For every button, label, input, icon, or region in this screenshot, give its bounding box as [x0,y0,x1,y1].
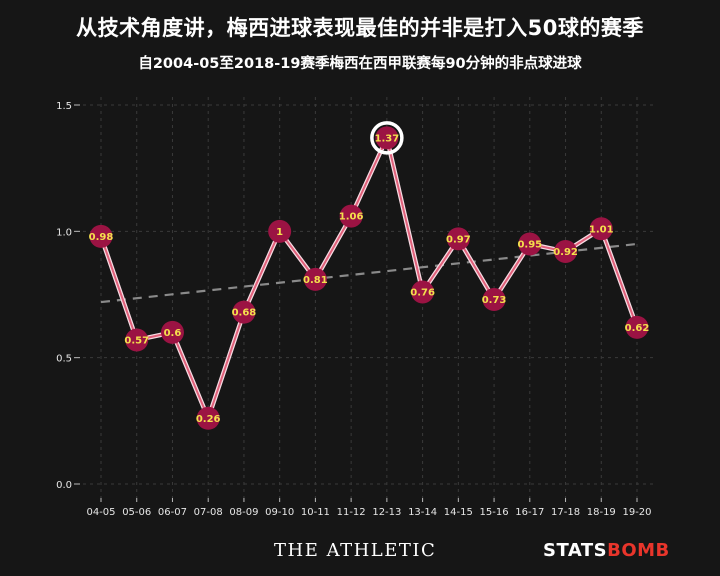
data-point [89,224,113,248]
data-point [375,126,399,150]
x-tick-label: 09-10 [265,507,294,518]
data-label: 0.6 [164,328,182,339]
x-tick-label: 12-13 [372,507,401,518]
data-label: 0.92 [553,247,578,258]
data-point [625,315,649,339]
data-point [482,288,506,312]
x-tick-label: 15-16 [480,507,509,518]
data-label: 0.97 [446,234,471,245]
y-tick-label: 0.0 [56,480,72,491]
data-point [446,227,470,251]
data-point [268,219,292,243]
y-tick-label: 0.5 [56,354,72,365]
data-label: 0.62 [625,323,650,334]
chart-title: 从技术角度讲，梅西进球表现最佳的并非是打入50球的赛季 [76,16,644,40]
x-tick-label: 14-15 [444,507,473,518]
x-tick-label: 18-19 [587,507,616,518]
data-point [411,280,435,304]
data-label: 0.95 [517,239,542,250]
data-label: 1 [276,227,283,238]
data-label: 0.76 [410,287,435,298]
the-athletic-logo: THE ATHLETIC [274,540,437,561]
data-label: 1.06 [339,212,364,223]
x-tick-label: 17-18 [551,507,580,518]
y-tick-label: 1.5 [56,101,72,112]
x-tick-label: 07-08 [194,507,223,518]
data-point [160,320,184,344]
data-label: 1.01 [589,224,614,235]
x-tick-label: 08-09 [229,507,258,518]
x-tick-label: 10-11 [301,507,330,518]
x-tick-label: 16-17 [515,507,544,518]
data-point [125,328,149,352]
data-point [339,204,363,228]
data-label: 0.98 [89,232,114,243]
x-tick-label: 04-05 [86,507,115,518]
data-point [232,300,256,324]
data-label: 0.68 [232,308,257,319]
statsbomb-logo-accent: BOMB [607,540,670,561]
x-tick-label: 06-07 [158,507,187,518]
trend-line [100,242,638,304]
series-line-outline [98,135,640,421]
x-tick-label: 11-12 [337,507,366,518]
data-point [589,217,613,241]
data-point [196,406,220,430]
data-label: 0.57 [124,335,149,346]
data-label: 0.26 [196,414,221,425]
data-point [518,232,542,256]
x-tick-label: 13-14 [408,507,437,518]
data-label: 0.81 [303,275,328,286]
highlight-ring [370,121,404,155]
statsbomb-logo: STATSBOMB [543,540,670,561]
series-line [100,136,638,420]
data-label: 1.37 [375,133,400,144]
data-point [303,267,327,291]
data-label: 0.73 [482,295,507,306]
chart-subtitle: 自2004-05至2018-19赛季梅西在西甲联赛每90分钟的非点球进球 [138,56,582,72]
data-point [554,240,578,264]
statsbomb-logo-main: STATS [543,540,608,561]
y-tick-label: 1.0 [56,227,72,238]
x-tick-label: 05-06 [122,507,151,518]
x-tick-label: 19-20 [622,507,651,518]
